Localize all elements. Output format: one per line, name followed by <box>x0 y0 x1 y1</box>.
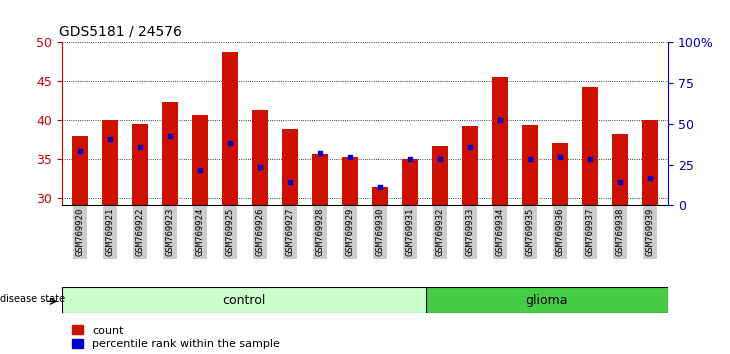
Bar <box>282 129 299 205</box>
Bar <box>462 126 478 205</box>
Bar <box>132 124 148 205</box>
Text: glioma: glioma <box>526 293 568 307</box>
Text: control: control <box>222 293 266 307</box>
Legend: count, percentile rank within the sample: count, percentile rank within the sample <box>68 321 285 354</box>
Bar <box>642 120 658 205</box>
Bar <box>426 287 668 313</box>
Bar <box>431 147 448 205</box>
Bar <box>582 87 598 205</box>
Text: GDS5181 / 24576: GDS5181 / 24576 <box>59 24 182 39</box>
Bar <box>252 110 268 205</box>
Bar <box>62 287 426 313</box>
Bar <box>372 188 388 205</box>
Bar <box>552 143 568 205</box>
Bar <box>192 115 208 205</box>
Bar <box>492 78 508 205</box>
Bar <box>312 154 328 205</box>
Bar <box>72 136 88 205</box>
Bar <box>162 102 178 205</box>
Bar <box>101 120 118 205</box>
Bar <box>222 52 238 205</box>
Bar <box>342 157 358 205</box>
Bar <box>402 159 418 205</box>
Bar <box>612 134 629 205</box>
Bar <box>522 125 538 205</box>
Text: disease state: disease state <box>0 294 65 304</box>
